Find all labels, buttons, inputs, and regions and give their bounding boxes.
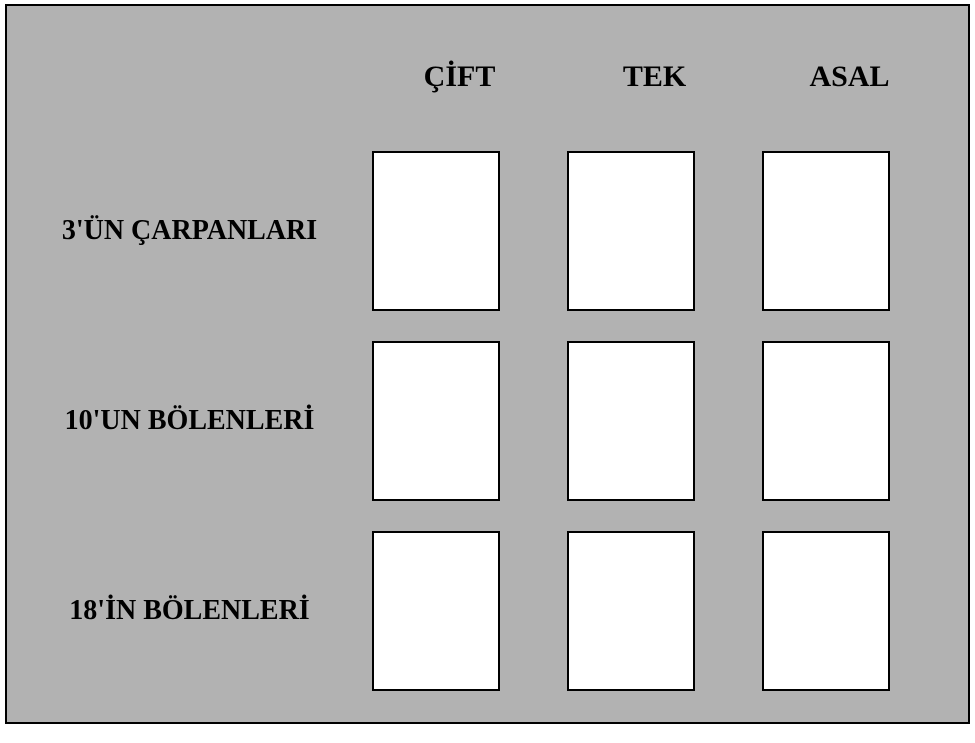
answer-box[interactable] bbox=[372, 531, 500, 691]
column-header-cift: ÇİFT bbox=[362, 16, 557, 136]
row-header-3-carpanlari: 3'ÜN ÇARPANLARI bbox=[7, 136, 362, 326]
cell-r3-c1 bbox=[362, 516, 557, 706]
cell-r1-c3 bbox=[752, 136, 947, 326]
cell-r1-c1 bbox=[362, 136, 557, 326]
cell-r1-c2 bbox=[557, 136, 752, 326]
answer-box[interactable] bbox=[567, 341, 695, 501]
cell-r2-c1 bbox=[362, 326, 557, 516]
column-header-tek: TEK bbox=[557, 16, 752, 136]
corner-blank bbox=[7, 16, 362, 136]
answer-box[interactable] bbox=[567, 531, 695, 691]
column-header-asal: ASAL bbox=[752, 16, 947, 136]
cell-r3-c2 bbox=[557, 516, 752, 706]
answer-box[interactable] bbox=[762, 341, 890, 501]
cell-r2-c2 bbox=[557, 326, 752, 516]
answer-box[interactable] bbox=[372, 341, 500, 501]
answer-box[interactable] bbox=[372, 151, 500, 311]
cell-r3-c3 bbox=[752, 516, 947, 706]
answer-box[interactable] bbox=[567, 151, 695, 311]
cell-r2-c3 bbox=[752, 326, 947, 516]
worksheet-grid: ÇİFT TEK ASAL 3'ÜN ÇARPANLARI 10'UN BÖLE… bbox=[7, 6, 968, 722]
row-header-18-bolenleri: 18'İN BÖLENLERİ bbox=[7, 516, 362, 706]
answer-box[interactable] bbox=[762, 531, 890, 691]
row-header-10-bolenleri: 10'UN BÖLENLERİ bbox=[7, 326, 362, 516]
answer-box[interactable] bbox=[762, 151, 890, 311]
worksheet-panel: ÇİFT TEK ASAL 3'ÜN ÇARPANLARI 10'UN BÖLE… bbox=[5, 4, 970, 724]
